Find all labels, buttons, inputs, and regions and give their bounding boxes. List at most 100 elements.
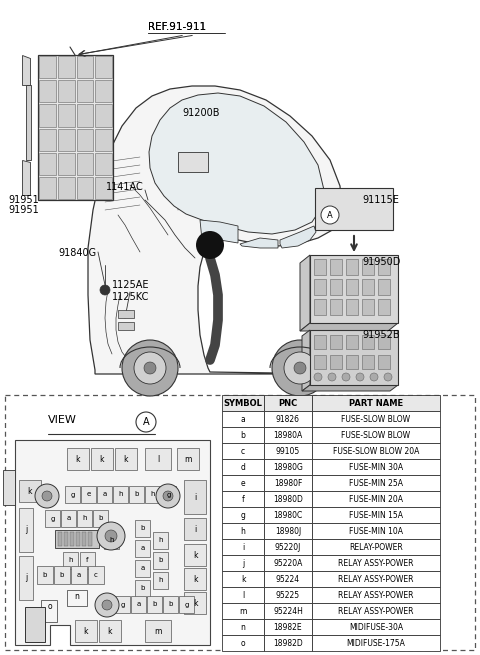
Bar <box>312 459 440 475</box>
Bar <box>54 566 70 584</box>
Text: 91950D: 91950D <box>362 257 400 267</box>
Polygon shape <box>200 220 238 243</box>
Text: 1125KC: 1125KC <box>112 292 149 302</box>
Bar <box>346 355 358 369</box>
Polygon shape <box>300 255 310 331</box>
Text: SYMBOL: SYMBOL <box>224 398 263 407</box>
Text: a: a <box>140 565 144 572</box>
Text: m: m <box>154 626 162 635</box>
Polygon shape <box>300 323 398 331</box>
Bar <box>88 532 92 546</box>
Bar <box>312 555 440 571</box>
Bar <box>58 104 74 126</box>
Bar <box>312 619 440 635</box>
Bar <box>222 619 264 635</box>
Polygon shape <box>302 385 398 391</box>
Bar <box>179 596 194 613</box>
Text: FUSE-MIN 30A: FUSE-MIN 30A <box>349 462 403 472</box>
Bar <box>58 80 74 102</box>
Polygon shape <box>302 330 310 391</box>
Bar <box>26 85 31 160</box>
Bar <box>39 56 56 78</box>
Bar <box>312 411 440 427</box>
Bar <box>178 152 208 172</box>
Text: b: b <box>140 586 144 591</box>
Bar <box>184 480 206 514</box>
Bar <box>312 491 440 507</box>
Polygon shape <box>15 440 210 645</box>
Text: b: b <box>60 572 64 578</box>
Text: g: g <box>120 601 125 607</box>
Bar <box>70 532 74 546</box>
Text: FUSE-SLOW BLOW 20A: FUSE-SLOW BLOW 20A <box>333 447 419 455</box>
Circle shape <box>196 231 224 259</box>
Bar <box>314 279 326 295</box>
Text: 18982E: 18982E <box>274 622 302 631</box>
Text: j: j <box>242 559 244 567</box>
Circle shape <box>42 491 52 501</box>
Circle shape <box>35 484 59 508</box>
Bar <box>222 475 264 491</box>
Bar <box>362 279 374 295</box>
Text: n: n <box>74 592 79 601</box>
Text: k: k <box>84 626 88 635</box>
Circle shape <box>105 530 117 542</box>
Bar <box>378 335 390 349</box>
Circle shape <box>156 484 180 508</box>
Text: l: l <box>157 455 159 464</box>
Bar <box>95 177 112 199</box>
Bar <box>39 80 56 102</box>
Bar <box>153 572 168 589</box>
Text: j: j <box>25 525 27 534</box>
Bar <box>378 279 390 295</box>
Text: k: k <box>124 455 128 464</box>
Bar <box>93 510 108 527</box>
Bar <box>314 299 326 315</box>
Bar <box>145 620 171 642</box>
Bar <box>330 299 342 315</box>
Text: PNC: PNC <box>278 398 298 407</box>
Text: 99105: 99105 <box>276 447 300 455</box>
Bar <box>95 153 112 175</box>
Bar <box>65 486 80 503</box>
Bar <box>76 56 93 78</box>
Bar <box>177 448 199 470</box>
Bar <box>312 635 440 651</box>
Bar <box>312 475 440 491</box>
Bar <box>39 128 56 151</box>
Bar <box>39 177 56 199</box>
Text: 18980D: 18980D <box>273 495 303 504</box>
Bar <box>346 335 358 349</box>
Bar <box>312 523 440 539</box>
Circle shape <box>163 491 173 501</box>
Text: FUSE-MIN 20A: FUSE-MIN 20A <box>349 495 403 504</box>
Text: REF.91-911: REF.91-911 <box>148 22 206 32</box>
Text: 95220A: 95220A <box>273 559 303 567</box>
Text: b: b <box>134 491 139 498</box>
Text: VIEW: VIEW <box>48 415 77 425</box>
Bar <box>362 259 374 275</box>
Bar <box>264 587 312 603</box>
Circle shape <box>122 340 178 396</box>
Bar <box>312 603 440 619</box>
Bar <box>222 411 264 427</box>
Text: a: a <box>240 415 245 424</box>
Text: h: h <box>240 527 245 536</box>
Text: o: o <box>240 639 245 648</box>
Bar <box>153 552 168 569</box>
Text: 95220J: 95220J <box>275 542 301 552</box>
Bar <box>161 486 176 503</box>
Bar <box>95 80 112 102</box>
Circle shape <box>314 373 322 381</box>
Circle shape <box>136 412 156 432</box>
Text: f: f <box>241 495 244 504</box>
Bar <box>315 188 393 230</box>
Bar <box>330 279 342 295</box>
Polygon shape <box>240 238 278 248</box>
Polygon shape <box>3 470 15 505</box>
Text: c: c <box>241 447 245 455</box>
Bar <box>222 427 264 443</box>
Bar <box>362 299 374 315</box>
Bar <box>184 518 206 540</box>
Bar <box>264 395 312 411</box>
